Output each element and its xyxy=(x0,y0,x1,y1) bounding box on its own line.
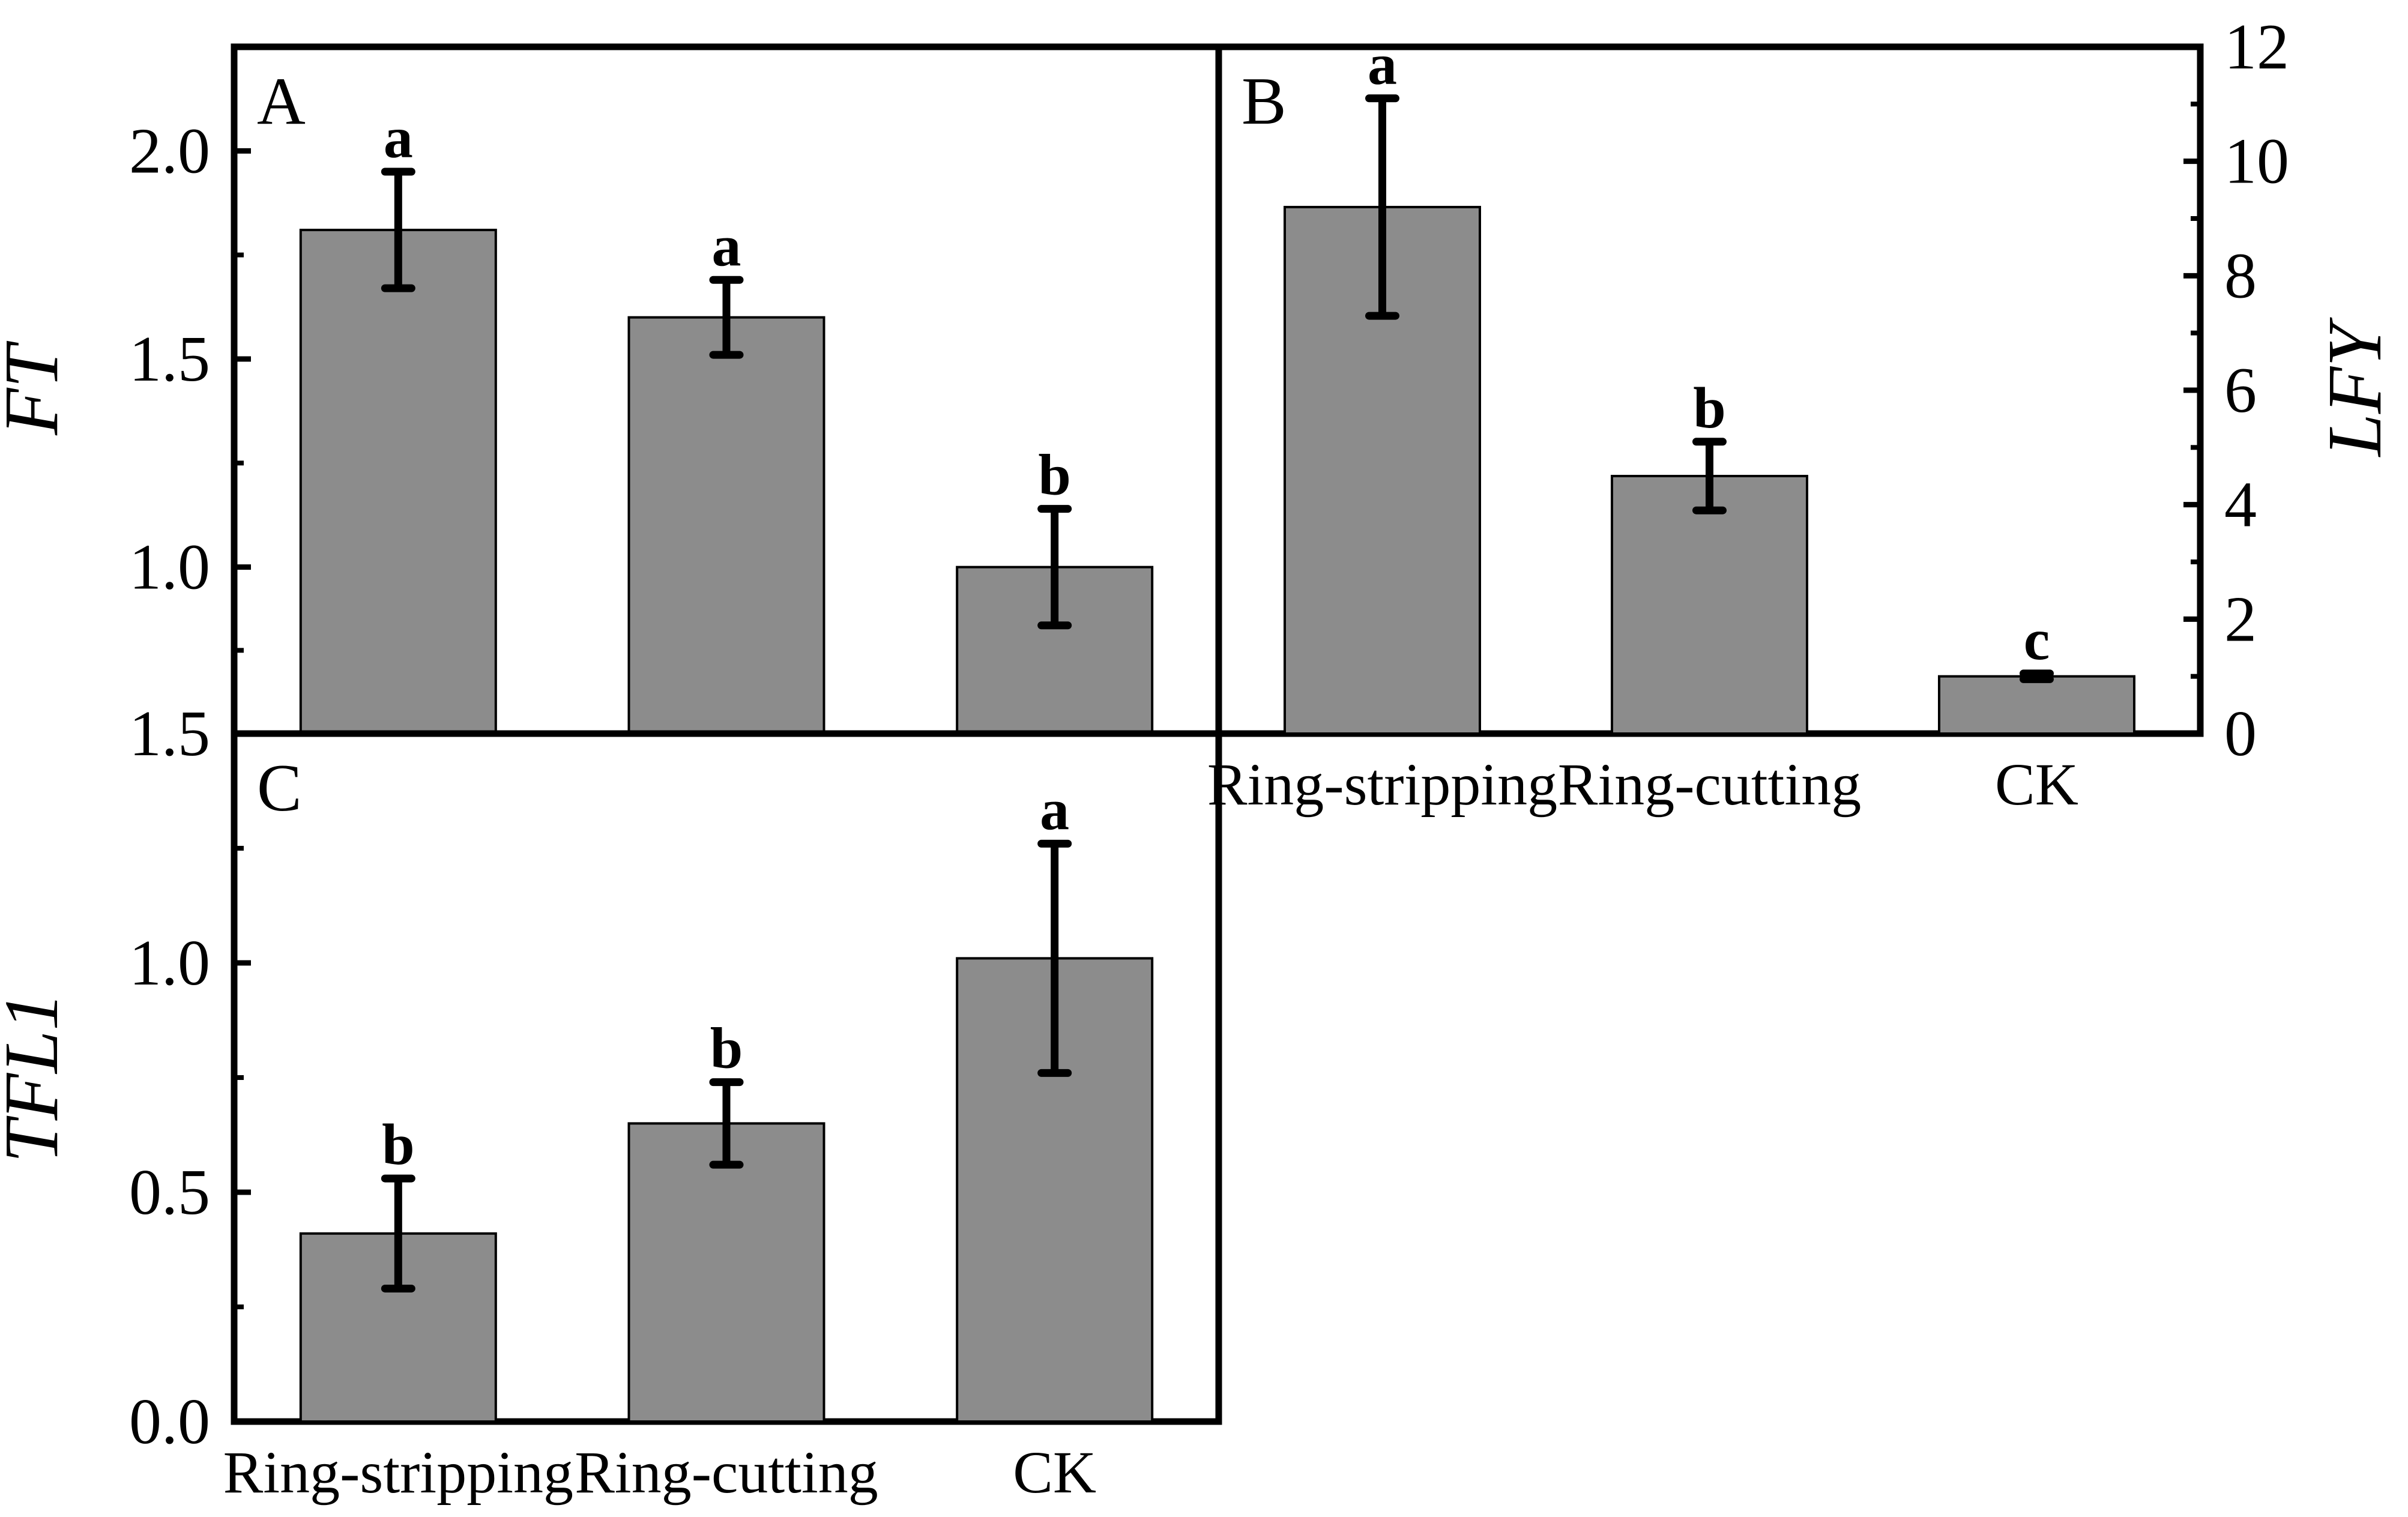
y-tick-label: 8 xyxy=(2224,240,2257,312)
y-axis-label: LFY xyxy=(2312,317,2397,457)
y-tick-label: 0.5 xyxy=(129,1157,210,1228)
panel-b-lfy-chart: B 0 2 4 6 8 10 12 LFY a Ring-stripping b Ring-cuttin… xyxy=(1207,11,2397,818)
y-tick-label: 2.0 xyxy=(129,115,210,187)
significance-letter: b xyxy=(1693,376,1726,441)
y-tick-label: 0 xyxy=(2224,698,2257,770)
panel-letter: B xyxy=(1242,64,1287,139)
significance-letter: b xyxy=(1038,443,1071,508)
panel-a-ft-chart: A 1.5 1.0 1.5 2.0 FT a a b xyxy=(0,43,1222,770)
significance-letter: a xyxy=(712,214,741,279)
y-tick-label: 1.5 xyxy=(129,324,210,395)
significance-letter: a xyxy=(1040,777,1069,842)
bar xyxy=(1611,475,1808,735)
x-category-label: CK xyxy=(1995,751,2078,818)
y-tick-label: 1.5 xyxy=(129,698,210,770)
x-category-label: Ring-stripping xyxy=(1207,751,1557,818)
x-category-label: Ring-stripping xyxy=(223,1439,573,1506)
significance-letter: c xyxy=(2024,608,2050,672)
panel-c-tfl1-chart: C 0.0 0.5 1.0 TFL1 b Ring-stripping b Ring-cutti… xyxy=(0,730,1222,1506)
y-tick-label: 1.0 xyxy=(129,927,210,999)
x-category-label: Ring-cutting xyxy=(575,1439,878,1506)
x-category-label: Ring-cutting xyxy=(1558,751,1862,818)
y-tick-label: 6 xyxy=(2224,355,2257,426)
y-tick-label: 0.0 xyxy=(129,1386,210,1458)
bar xyxy=(627,1122,825,1423)
panel-letter: C xyxy=(257,751,302,825)
y-tick-label: 4 xyxy=(2224,469,2257,541)
significance-letter: a xyxy=(384,106,413,170)
significance-letter: a xyxy=(1368,32,1397,97)
y-tick-label: 2 xyxy=(2224,584,2257,655)
y-axis-label: FT xyxy=(0,341,74,436)
significance-letter: b xyxy=(382,1112,415,1177)
y-tick-label: 10 xyxy=(2224,126,2289,198)
significance-letter: b xyxy=(710,1016,743,1081)
y-axis-label: TFL1 xyxy=(0,992,74,1163)
bar xyxy=(1938,675,2135,735)
y-tick-label: 1.0 xyxy=(129,532,210,603)
x-category-label: CK xyxy=(1013,1439,1096,1506)
bar xyxy=(299,1232,497,1423)
panel-letter: A xyxy=(257,64,306,139)
y-tick-label: 12 xyxy=(2224,11,2289,83)
bar xyxy=(627,316,825,735)
bar xyxy=(299,229,497,735)
